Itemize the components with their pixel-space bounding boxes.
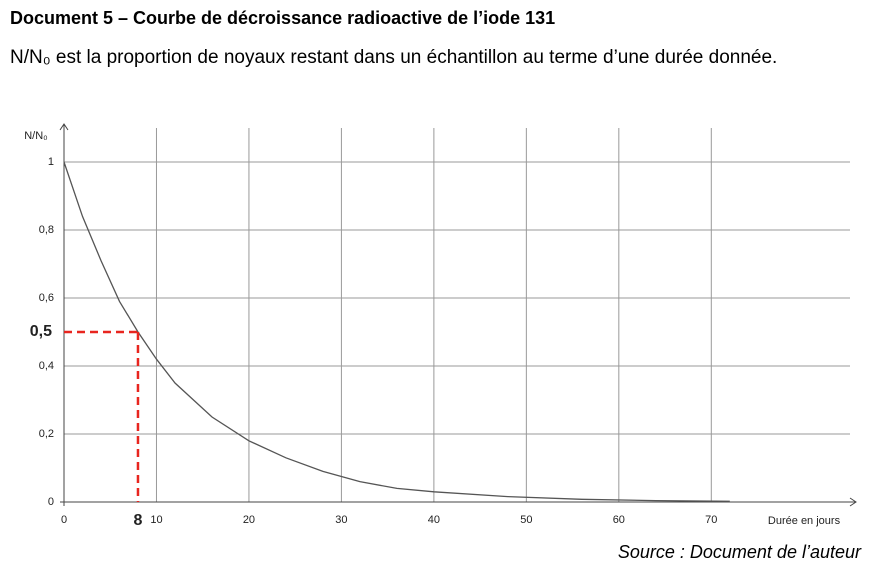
x-tick-label: 30 — [335, 514, 347, 526]
decay-curve — [63, 161, 730, 502]
document-title: Document 5 – Courbe de décroissance radi… — [10, 8, 556, 28]
x-tick-label: 60 — [613, 514, 625, 526]
y-tick-label: 1 — [48, 156, 54, 168]
y-axis-label: N/N₀ — [24, 130, 48, 142]
x-tick-label: 20 — [243, 514, 255, 526]
y-tick-label: 0 — [48, 496, 54, 508]
y-tick-label: 0,2 — [39, 428, 54, 440]
x-tick-label: 0 — [61, 514, 67, 526]
x-tick-label: 70 — [705, 514, 717, 526]
y-tick-label: 0,4 — [39, 360, 54, 372]
y-axis — [59, 123, 69, 506]
x-tick-label: 40 — [428, 514, 440, 526]
y-tick-label: 0,8 — [39, 224, 54, 236]
document-text: N/N₀ est la proportion de noyaux restant… — [10, 47, 778, 68]
annotation-label: 0,5 — [30, 323, 52, 340]
annotation-label: 8 — [134, 512, 143, 529]
y-tick-label: 0,6 — [39, 292, 54, 304]
x-axis-label: Durée en jours — [768, 515, 841, 527]
x-tick-label: 10 — [150, 514, 162, 526]
x-axis — [60, 497, 857, 507]
source: Source : Document de l’auteur — [617, 542, 861, 562]
x-tick-label: 50 — [520, 514, 532, 526]
